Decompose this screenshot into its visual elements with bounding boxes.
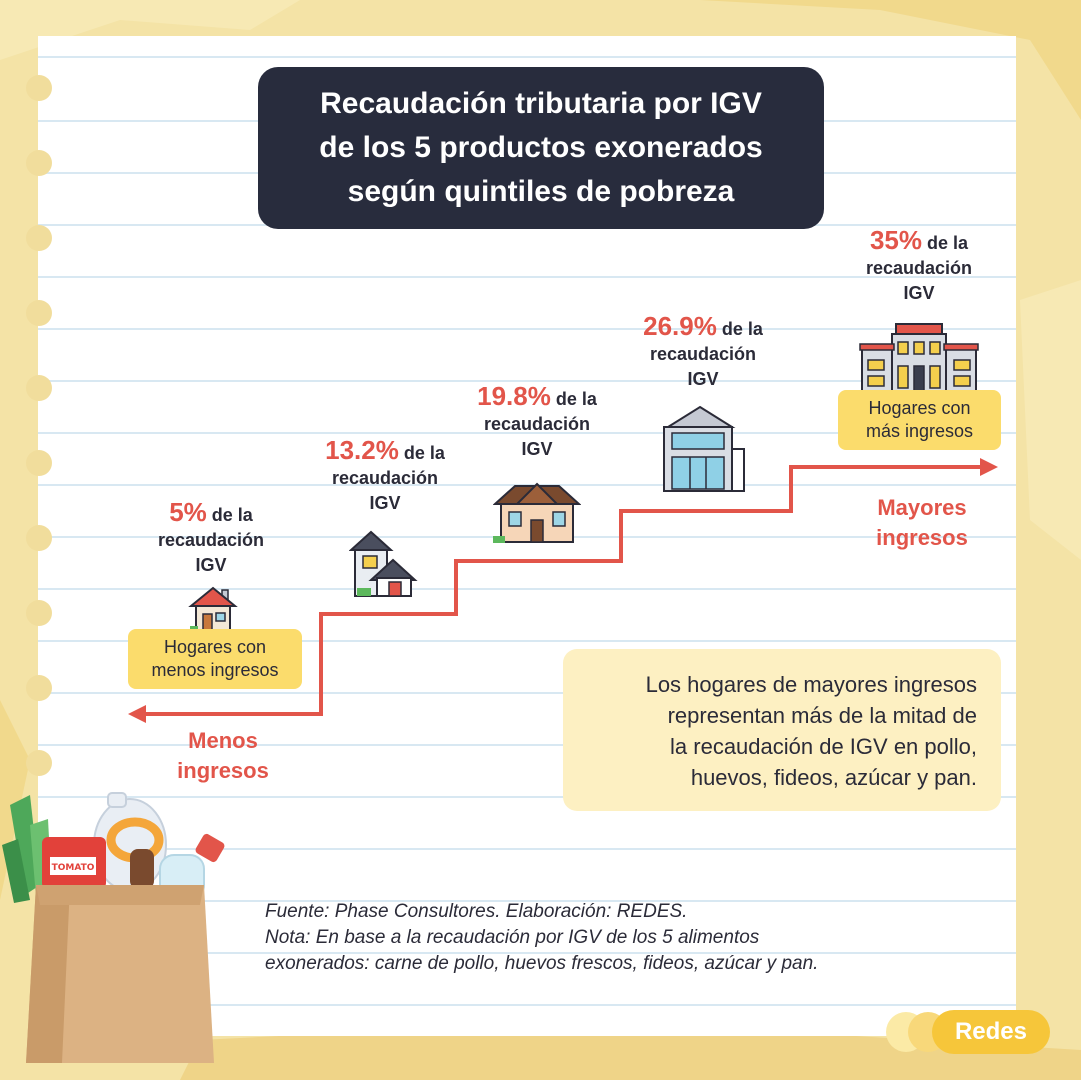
key-finding-box: Los hogares de mayores ingresos represen… — [563, 649, 1001, 811]
modern-building-icon — [663, 405, 745, 492]
low-income-arrow-label: Menos ingresos — [177, 728, 269, 783]
title-line-2: de los 5 productos exonerados — [319, 131, 763, 164]
tomato-label: TOMATO — [52, 863, 95, 873]
title-line-3: según quintiles de pobreza — [347, 175, 735, 208]
mansion-icon — [859, 323, 979, 393]
quintile-4-label: 26.9% de la recaudación IGV — [643, 311, 763, 389]
gabled-house-icon — [493, 482, 581, 543]
quintile-1-value: 5% — [169, 497, 207, 527]
low-income-tag: Hogares con menos ingresos — [128, 629, 302, 689]
source-notes: Fuente: Phase Consultores. Elaboración: … — [265, 899, 985, 977]
high-income-arrow-label: Mayores ingresos — [876, 495, 968, 550]
left-arrowhead — [128, 705, 146, 723]
quintile-3-value: 19.8% — [477, 381, 551, 411]
title-line-1: Recaudación tributaria por IGV — [320, 87, 762, 120]
two-storey-house-icon — [349, 530, 418, 597]
high-income-tag: Hogares con más ingresos — [838, 390, 1001, 450]
note-line-1: Nota: En base a la recaudación por IGV d… — [265, 927, 760, 948]
right-arrowhead — [980, 458, 998, 476]
quintile-1-label: 5% de la recaudación IGV — [157, 497, 265, 575]
redes-logo: Redes — [932, 1010, 1050, 1054]
quintile-3-label: 19.8% de la recaudación IGV — [477, 381, 597, 459]
chart-title: Recaudación tributaria por IGV de los 5 … — [258, 67, 824, 229]
quintile-2-label: 13.2% de la recaudación IGV — [325, 435, 445, 513]
source-line: Fuente: Phase Consultores. Elaboración: … — [265, 901, 688, 922]
quintile-5-value: 35% — [869, 225, 922, 255]
quintile-5-label: 35% de la recaudación IGV — [865, 225, 973, 303]
quintile-2-value: 13.2% — [325, 435, 399, 465]
small-house-icon — [188, 586, 238, 631]
grocery-bag-icon: TOMATO — [2, 792, 225, 1063]
note-line-2: exonerados: carne de pollo, huevos fresc… — [265, 953, 819, 974]
quintile-4-value: 26.9% — [643, 311, 717, 341]
